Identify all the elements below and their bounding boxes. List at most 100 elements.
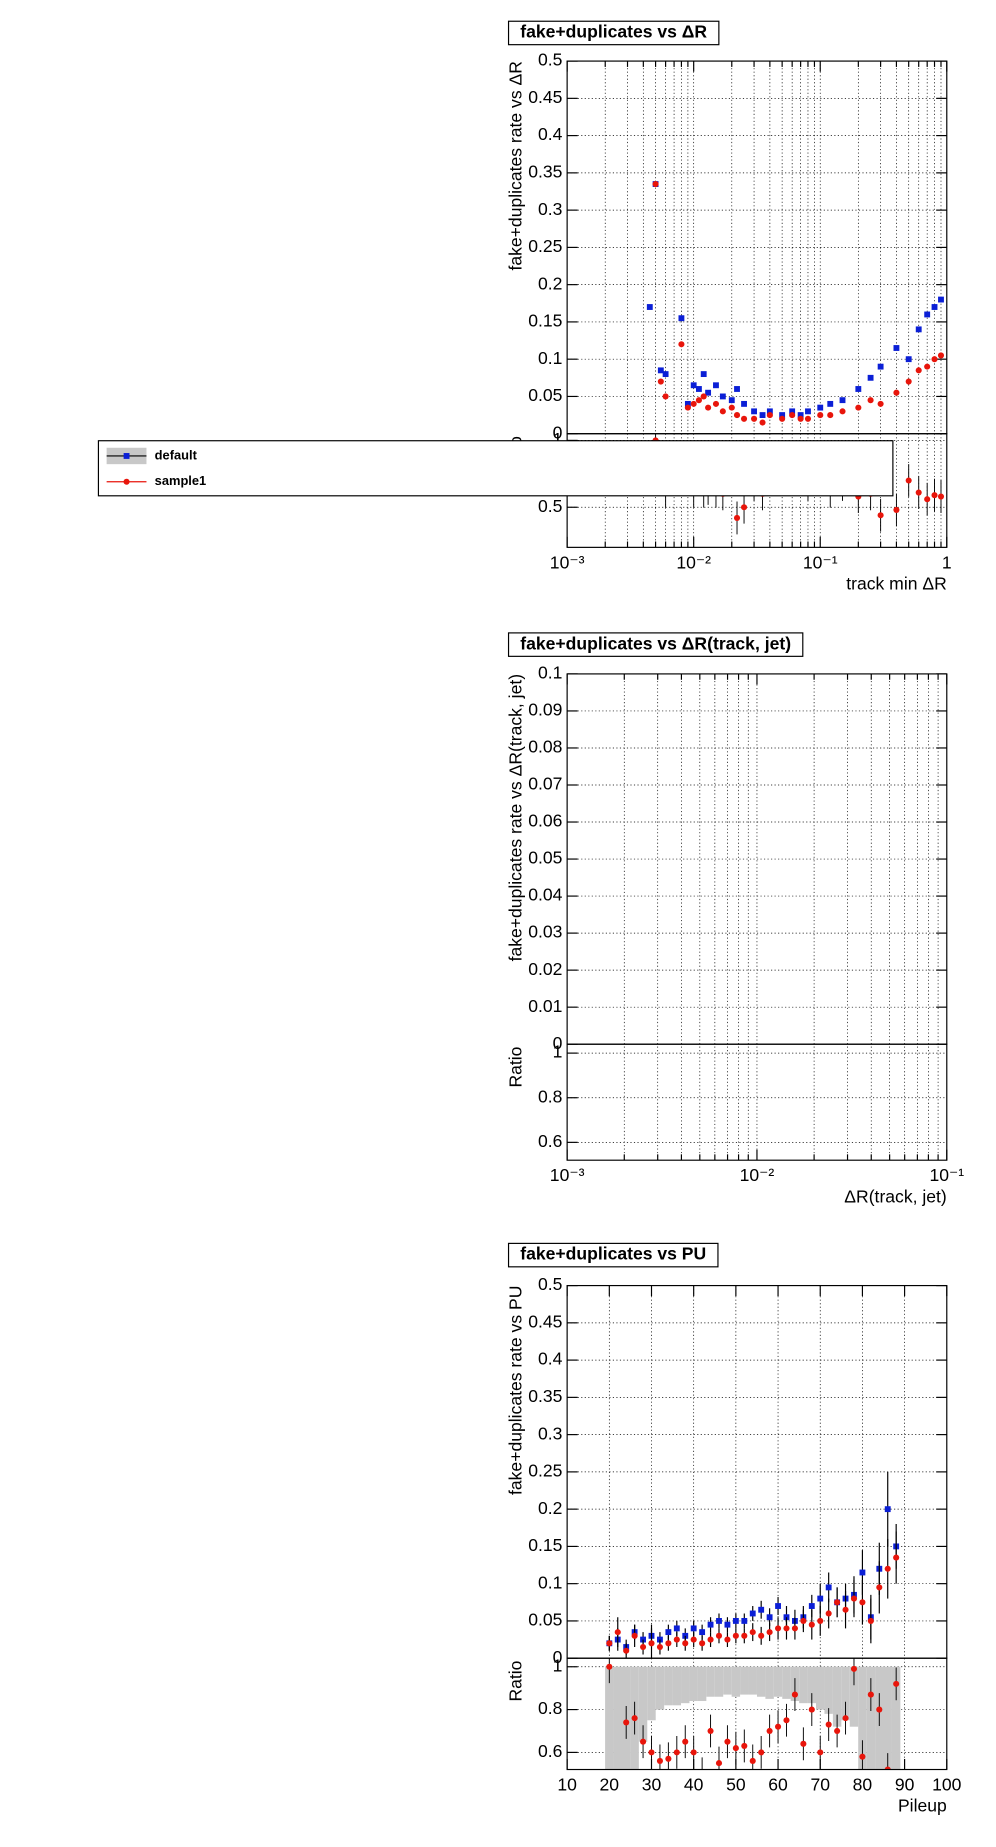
ratio-marker xyxy=(867,1691,874,1698)
marker xyxy=(623,1647,630,1654)
marker xyxy=(905,356,912,363)
ratio-marker xyxy=(915,489,922,496)
frame xyxy=(566,1657,948,1771)
ratio-band xyxy=(605,1666,614,1770)
y-tick-label: 0.1 xyxy=(538,348,562,368)
marker xyxy=(817,404,824,411)
marker xyxy=(893,345,900,351)
ratio-axis-title: Ratio xyxy=(505,1660,525,1701)
x-tick-label: 1 xyxy=(942,552,952,572)
marker xyxy=(797,412,804,419)
ratio-band xyxy=(740,1666,749,1695)
y-tick-label: 0.15 xyxy=(528,311,562,331)
marker xyxy=(695,397,702,404)
ratio-band xyxy=(841,1666,850,1721)
ratio-band xyxy=(664,1666,673,1706)
ratio-marker xyxy=(724,1738,731,1745)
marker xyxy=(775,1625,782,1632)
marker xyxy=(805,408,811,415)
ratio-band xyxy=(858,1666,867,1770)
marker xyxy=(656,1643,663,1651)
ratio-band xyxy=(824,1666,833,1714)
marker xyxy=(855,404,862,411)
marker xyxy=(783,1625,790,1632)
marker xyxy=(825,1584,832,1591)
main-plot xyxy=(606,1471,900,1659)
ratio-tick-label: 0.5 xyxy=(538,496,563,516)
marker xyxy=(915,367,922,374)
legend: default sample1 xyxy=(97,440,894,497)
marker xyxy=(924,363,931,370)
x-tick-label: 10⁻² xyxy=(676,552,711,572)
marker xyxy=(751,415,758,422)
x-tick-label: 10⁻² xyxy=(740,1165,775,1185)
x-tick-label: 10 xyxy=(557,1775,577,1795)
title-box xyxy=(507,20,720,46)
marker xyxy=(673,1636,680,1643)
ratio-marker xyxy=(606,1663,613,1670)
marker xyxy=(740,415,748,422)
ratio-marker xyxy=(682,1738,689,1745)
y-axis-title: fake+duplicates rate vs ΔR xyxy=(505,61,525,270)
ratio-band xyxy=(714,1666,724,1697)
marker xyxy=(779,415,786,422)
y-tick-label: 0.4 xyxy=(538,124,563,144)
marker xyxy=(631,1632,638,1639)
marker xyxy=(759,419,766,426)
marker xyxy=(733,412,741,419)
ratio-band xyxy=(891,1666,901,1770)
y-tick-label: 0.4 xyxy=(538,1349,563,1369)
marker xyxy=(741,400,747,407)
marker xyxy=(938,296,944,303)
marker xyxy=(775,1603,781,1609)
ratio-marker xyxy=(741,1742,748,1750)
ratio-band xyxy=(613,1666,622,1770)
ratio-marker xyxy=(715,1760,723,1767)
x-tick-label: 10⁻¹ xyxy=(929,1165,964,1185)
marker xyxy=(690,400,697,407)
ratio-band xyxy=(799,1666,808,1704)
ratio-marker xyxy=(834,1727,841,1735)
ratio-band xyxy=(832,1666,842,1727)
ratio-marker xyxy=(707,1727,714,1735)
marker xyxy=(791,1625,798,1632)
marker xyxy=(825,1610,832,1617)
chart-title: fake+duplicates vs ΔR(track, jet) xyxy=(520,633,791,653)
y-axis-title: fake+duplicates rate vs PU xyxy=(505,1286,525,1495)
marker xyxy=(915,326,922,333)
marker xyxy=(673,1625,680,1632)
marker xyxy=(839,397,846,404)
marker xyxy=(766,412,773,419)
marker xyxy=(817,412,824,419)
x-axis-title: Pileup xyxy=(898,1796,947,1816)
ratio-marker xyxy=(825,1721,832,1728)
marker xyxy=(614,1629,621,1636)
ratio-marker xyxy=(791,1691,798,1698)
marker xyxy=(905,378,912,385)
marker xyxy=(700,371,707,378)
marker xyxy=(779,412,786,419)
ratio-marker xyxy=(775,1723,782,1730)
ratio-marker xyxy=(893,506,900,513)
ratio-tick-label: 0.8 xyxy=(538,1698,562,1718)
marker xyxy=(707,1621,714,1628)
ratio-marker xyxy=(740,504,748,511)
ratio-marker xyxy=(783,1717,790,1724)
marker xyxy=(705,404,712,411)
y-tick-label: 0 xyxy=(553,422,563,442)
marker xyxy=(839,408,846,415)
ratio-marker xyxy=(876,1706,883,1713)
ratio-marker xyxy=(623,1719,630,1726)
marker xyxy=(728,397,735,404)
ratio-marker xyxy=(656,1757,663,1764)
marker xyxy=(827,412,834,419)
y-tick-label: 0.05 xyxy=(528,848,562,868)
ratio-marker xyxy=(766,1727,773,1735)
marker xyxy=(766,1614,773,1621)
marker xyxy=(759,412,766,419)
x-tick-label: 90 xyxy=(895,1775,915,1795)
ratio-tick-label: 0.6 xyxy=(538,1131,562,1151)
marker xyxy=(662,393,669,400)
ratio-band xyxy=(765,1666,774,1699)
